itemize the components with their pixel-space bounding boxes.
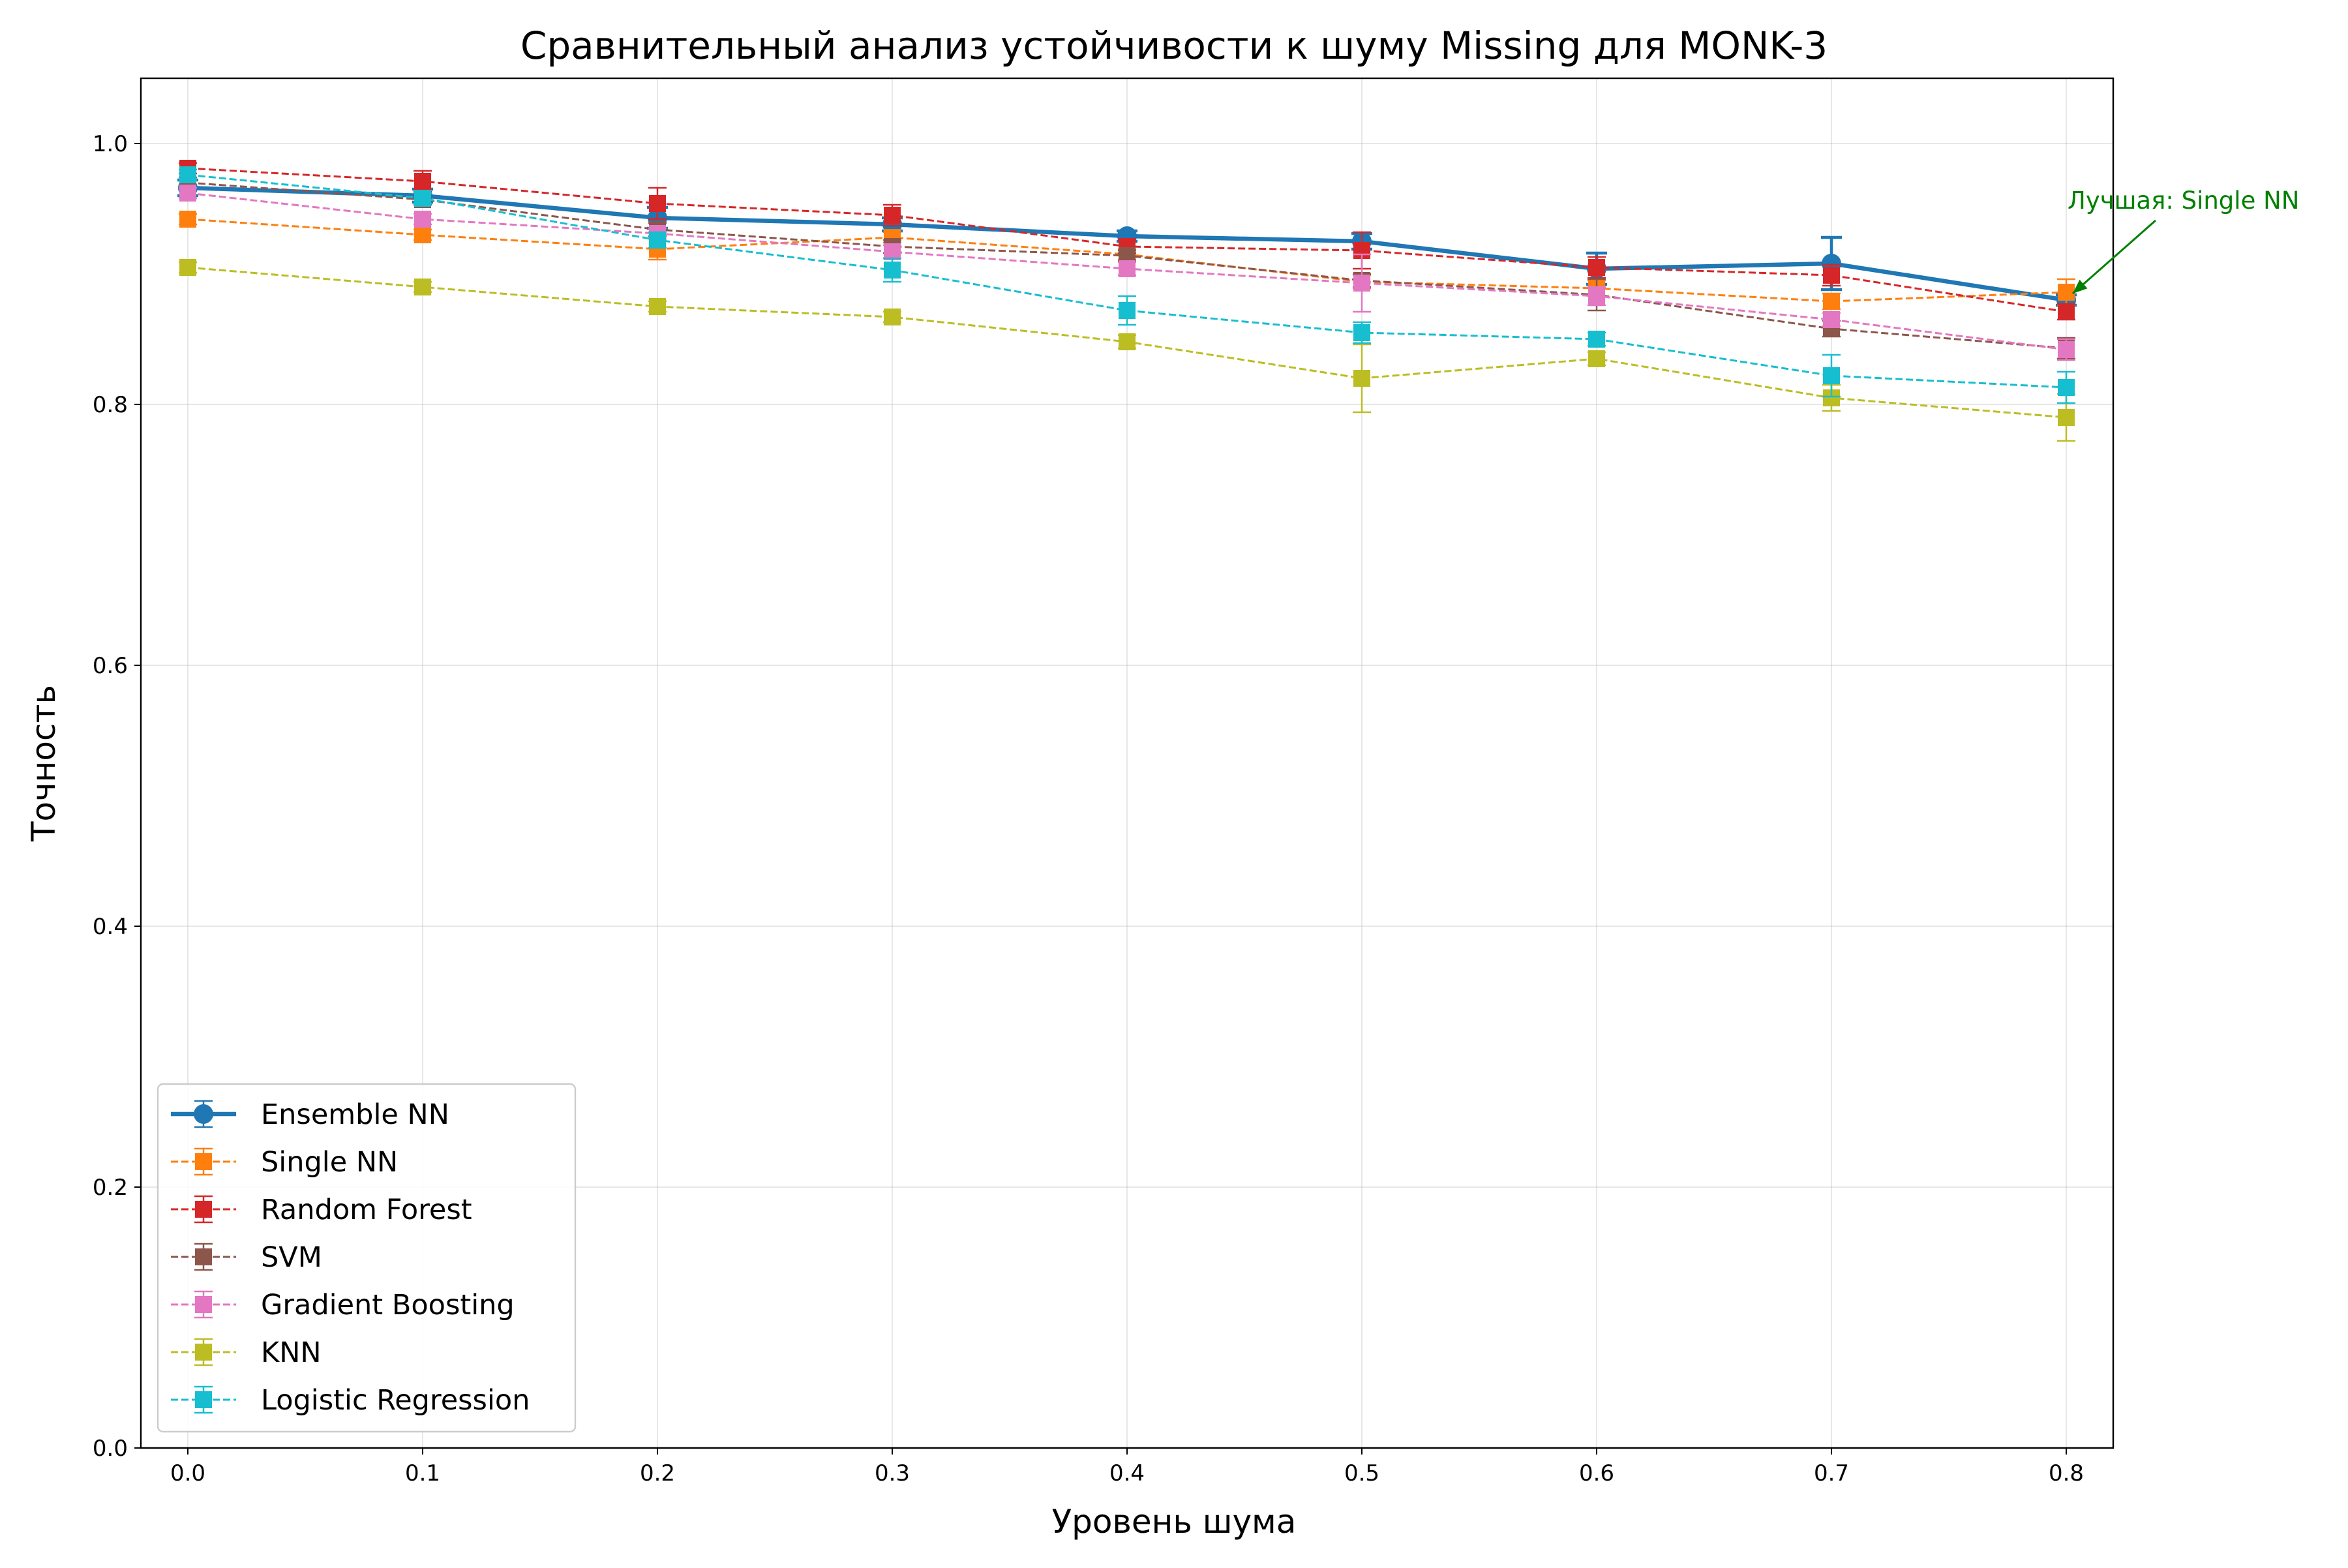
- x-tick-label: 0.3: [875, 1460, 910, 1486]
- data-point: [1353, 275, 1370, 292]
- legend-items: Ensemble NN Single NN Random Forest SVM Grad…: [171, 1098, 530, 1417]
- y-tick-label: 0.0: [93, 1436, 128, 1462]
- legend-marker: [195, 1391, 212, 1408]
- data-point: [414, 190, 431, 207]
- legend-item-gradient-boosting: Gradient Boosting: [171, 1289, 515, 1321]
- y-tick-label: 1.0: [93, 131, 128, 157]
- legend-label: Logistic Regression: [261, 1384, 530, 1417]
- data-point: [179, 166, 196, 183]
- data-point: [2058, 284, 2075, 301]
- legend-marker: [195, 1248, 212, 1265]
- series-random-forest: [179, 160, 2075, 321]
- data-point: [2058, 409, 2075, 426]
- legend-item-single-nn: Single NN: [171, 1146, 398, 1179]
- legend-label: Gradient Boosting: [261, 1289, 515, 1321]
- data-point: [649, 195, 666, 212]
- data-point: [414, 279, 431, 295]
- legend: Ensemble NN Single NN Random Forest SVM Grad…: [157, 1083, 577, 1433]
- x-tick-label: 0.6: [1579, 1460, 1614, 1486]
- data-point: [2058, 303, 2075, 320]
- data-point: [649, 232, 666, 249]
- series-logistic-regression: [179, 166, 2075, 404]
- series-gradient-boosting: [179, 185, 2075, 361]
- legend-marker: [195, 1201, 212, 1218]
- data-point: [884, 243, 901, 260]
- legend-marker: [195, 1344, 212, 1361]
- data-point: [1823, 293, 1840, 310]
- data-point: [1823, 311, 1840, 328]
- data-point: [1119, 260, 1136, 277]
- x-tick-label: 0.7: [1814, 1460, 1849, 1486]
- y-tick-label: 0.6: [93, 653, 128, 679]
- series-line: [187, 173, 2067, 389]
- y-tick-label: 0.8: [93, 392, 128, 418]
- data-point: [2058, 379, 2075, 396]
- data-point: [884, 262, 901, 279]
- data-point: [1119, 302, 1136, 319]
- annotation-arrow-head: [2073, 279, 2088, 294]
- legend-marker: [194, 1104, 213, 1124]
- y-axis-label: Точность: [25, 685, 63, 842]
- legend-label: Ensemble NN: [261, 1098, 449, 1131]
- legend-marker: [195, 1296, 212, 1313]
- legend-item-knn: KNN: [171, 1336, 322, 1369]
- x-tick-label: 0.2: [640, 1460, 675, 1486]
- data-point: [1119, 333, 1136, 350]
- legend-label: KNN: [261, 1336, 322, 1369]
- annotation: Лучшая: Single NN: [2068, 187, 2299, 295]
- data-point: [1588, 259, 1605, 276]
- legend-item-ensemble-nn: Ensemble NN: [171, 1098, 449, 1131]
- x-tick-label: 0.5: [1344, 1460, 1379, 1486]
- y-tick-label: 0.2: [93, 1175, 128, 1201]
- data-point: [414, 226, 431, 243]
- y-tick-label: 0.4: [93, 914, 128, 940]
- data-point: [649, 298, 666, 315]
- annotation-arrow: [2072, 219, 2156, 295]
- chart-title: Сравнительный анализ устойчивости к шуму…: [520, 23, 1828, 68]
- data-point: [884, 309, 901, 325]
- x-tick-label: 0.1: [405, 1460, 440, 1486]
- x-tick-label: 0.8: [2049, 1460, 2084, 1486]
- series-knn: [179, 259, 2075, 442]
- x-tick-label: 0.0: [170, 1460, 205, 1486]
- data-point: [179, 185, 196, 202]
- data-point: [1823, 367, 1840, 384]
- x-tick-label: 0.4: [1109, 1460, 1145, 1486]
- data-point: [1588, 288, 1605, 305]
- data-point: [884, 207, 901, 224]
- data-point: [179, 259, 196, 276]
- legend-label: Single NN: [261, 1146, 398, 1179]
- data-point: [414, 173, 431, 190]
- legend-label: Random Forest: [261, 1194, 472, 1226]
- legend-marker: [195, 1153, 212, 1170]
- data-point: [1353, 370, 1370, 387]
- data-point: [1588, 350, 1605, 367]
- annotation-text: Лучшая: Single NN: [2068, 187, 2299, 215]
- legend-box: [157, 1083, 577, 1433]
- data-point: [2058, 341, 2075, 358]
- data-point: [1353, 324, 1370, 341]
- ticks: 0.0 0.1 0.2 0.3 0.4 0.5 0.6 0.7 0.8 0.0 0.2 0.4 0.6 0…: [93, 131, 2084, 1486]
- legend-item-svm: SVM: [171, 1241, 322, 1274]
- data-point: [179, 211, 196, 228]
- series-layer: [177, 160, 2077, 442]
- data-point: [1588, 331, 1605, 348]
- legend-label: SVM: [261, 1241, 322, 1274]
- data-point: [414, 211, 431, 228]
- data-point: [1823, 267, 1840, 284]
- legend-item-logistic-regression: Logistic Regression: [171, 1384, 530, 1417]
- x-axis-label: Уровень шума: [1052, 1503, 1297, 1541]
- legend-item-random-forest: Random Forest: [171, 1194, 472, 1226]
